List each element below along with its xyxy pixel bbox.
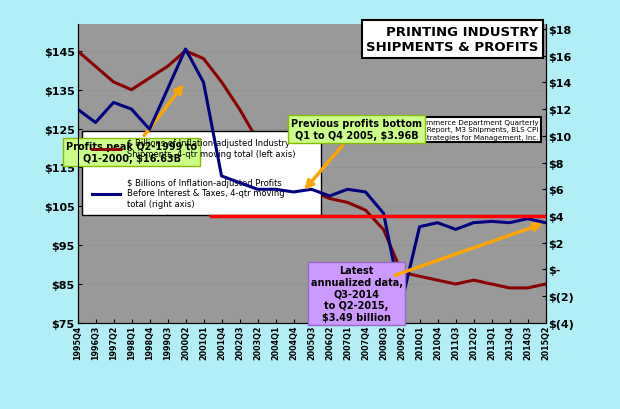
Text: Profits peak Q2-1999 to
Q1-2000, $16.63B: Profits peak Q2-1999 to Q1-2000, $16.63B <box>66 88 197 163</box>
Text: $ Billions of Inflation-adjusted Industry
Shipments, 4-qtr moving total (left ax: $ Billions of Inflation-adjusted Industr… <box>126 139 295 158</box>
Text: Latest
annualized data,
Q3-2014
to Q2-2015,
$3.49 billion: Latest annualized data, Q3-2014 to Q2-20… <box>311 266 402 322</box>
Text: PRINTING INDUSTRY
SHIPMENTS & PROFITS: PRINTING INDUSTRY SHIPMENTS & PROFITS <box>366 26 539 54</box>
Text: Based on US Commerce Department Quarterly
Financial Report, M3 Shipments, BLS CP: Based on US Commerce Department Quarterl… <box>369 120 539 141</box>
Text: $ Billions of Inflation-adjusted Profits
Before Interest & Taxes, 4-qtr moving
t: $ Billions of Inflation-adjusted Profits… <box>126 178 285 208</box>
Text: Previous profits bottom
Q1 to Q4 2005, $3.96B: Previous profits bottom Q1 to Q4 2005, $… <box>291 119 422 187</box>
Bar <box>82 132 321 216</box>
